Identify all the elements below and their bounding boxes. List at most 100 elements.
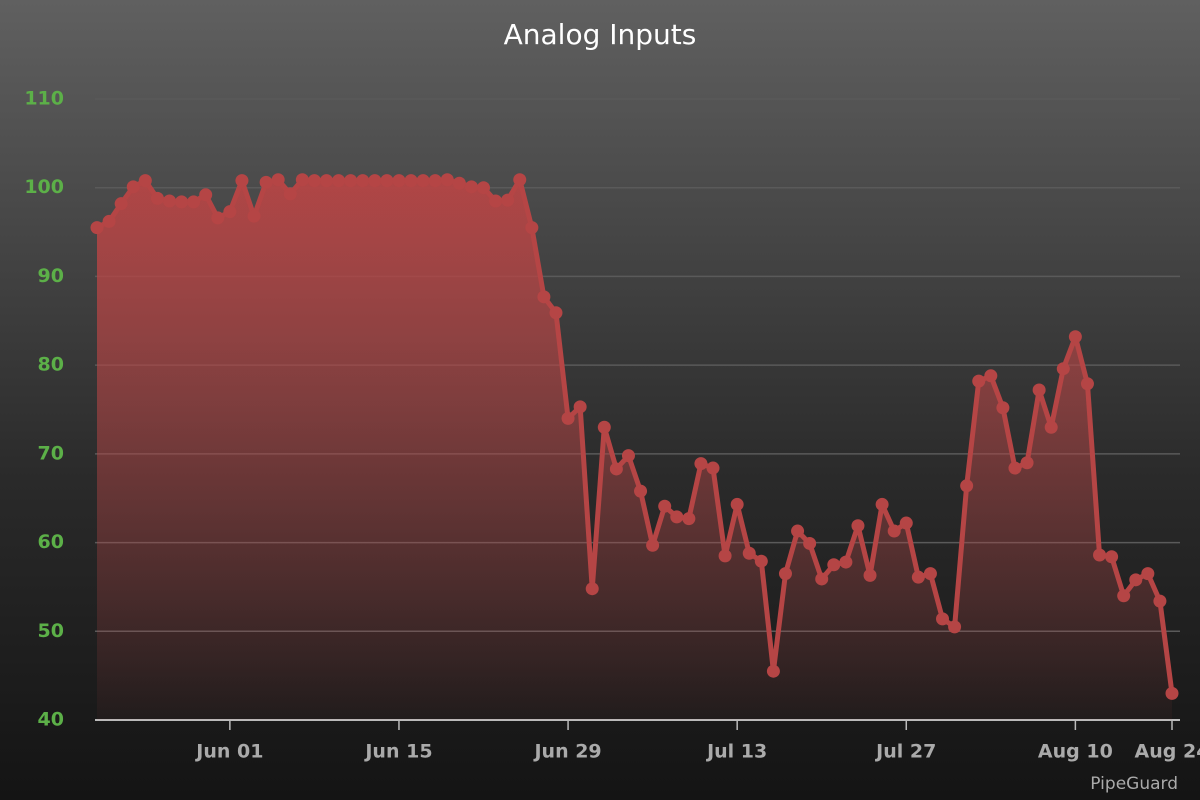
- chart-title: Analog Inputs: [504, 18, 697, 51]
- marker: [138, 174, 152, 188]
- x-tick-label: Jul 27: [874, 741, 936, 763]
- marker: [887, 524, 901, 538]
- marker: [380, 174, 394, 188]
- marker: [863, 568, 877, 582]
- x-tick-label: Jun 01: [194, 741, 263, 763]
- marker: [621, 449, 635, 463]
- marker: [960, 479, 974, 493]
- y-tick-label: 90: [38, 265, 64, 287]
- marker: [464, 180, 478, 194]
- x-tick-label: Jun 15: [363, 741, 432, 763]
- marker: [187, 195, 201, 209]
- marker: [175, 195, 189, 209]
- marker: [936, 612, 950, 626]
- marker: [162, 194, 176, 208]
- marker: [1105, 550, 1119, 564]
- marker: [948, 620, 962, 634]
- marker: [1032, 383, 1046, 397]
- marker: [452, 176, 466, 190]
- marker: [1080, 377, 1094, 391]
- marker: [815, 572, 829, 586]
- marker: [319, 174, 333, 188]
- y-tick-label: 100: [24, 176, 64, 198]
- marker: [477, 181, 491, 195]
- marker: [344, 174, 358, 188]
- marker: [1165, 686, 1179, 700]
- marker: [489, 194, 503, 208]
- x-tick-label: Aug 10: [1038, 741, 1113, 763]
- marker: [513, 173, 527, 187]
- marker: [1153, 594, 1167, 608]
- marker: [996, 401, 1010, 415]
- marker: [875, 497, 889, 511]
- x-tick-label: Jun 29: [532, 741, 601, 763]
- marker: [416, 174, 430, 188]
- marker: [718, 549, 732, 563]
- marker: [102, 214, 116, 228]
- marker: [827, 558, 841, 572]
- marker: [646, 538, 660, 552]
- marker: [706, 461, 720, 475]
- x-tick-label: Aug 24: [1135, 741, 1200, 763]
- marker: [1044, 420, 1058, 434]
- marker: [537, 290, 551, 304]
- marker: [368, 174, 382, 188]
- marker: [428, 174, 442, 188]
- marker: [609, 462, 623, 476]
- marker: [670, 510, 684, 524]
- marker: [150, 191, 164, 205]
- marker: [778, 567, 792, 581]
- marker: [114, 197, 128, 211]
- area: [97, 179, 1172, 721]
- marker: [307, 174, 321, 188]
- marker: [742, 546, 756, 560]
- marker: [392, 174, 406, 188]
- marker: [984, 369, 998, 383]
- marker: [1068, 330, 1082, 344]
- marker: [694, 457, 708, 471]
- y-tick-label: 70: [38, 442, 64, 464]
- y-tick-label: 80: [38, 354, 64, 376]
- marker: [223, 205, 237, 219]
- marker: [1056, 362, 1070, 376]
- y-tick-label: 50: [38, 620, 64, 642]
- marker: [851, 519, 865, 533]
- marker: [332, 174, 346, 188]
- marker: [440, 173, 454, 187]
- marker: [899, 516, 913, 530]
- marker: [549, 306, 563, 320]
- credits: PipeGuard: [1090, 774, 1178, 794]
- marker: [501, 193, 515, 207]
- marker: [803, 536, 817, 550]
- marker: [658, 499, 672, 513]
- marker: [126, 180, 140, 194]
- marker: [259, 175, 273, 189]
- marker: [356, 174, 370, 188]
- marker: [1129, 573, 1143, 587]
- marker: [211, 211, 225, 225]
- marker: [90, 221, 104, 235]
- marker: [1008, 461, 1022, 475]
- marker: [597, 420, 611, 434]
- marker: [972, 374, 986, 388]
- marker: [271, 173, 285, 187]
- marker: [247, 209, 261, 223]
- y-tick-label: 60: [38, 531, 64, 553]
- marker: [404, 174, 418, 188]
- marker: [766, 664, 780, 678]
- marker: [295, 173, 309, 187]
- marker: [561, 411, 575, 425]
- marker: [573, 400, 587, 414]
- x-tick-label: Jul 13: [705, 741, 767, 763]
- marker: [754, 554, 768, 568]
- marker: [730, 497, 744, 511]
- marker: [1117, 589, 1131, 603]
- marker: [235, 174, 249, 188]
- marker: [634, 484, 648, 498]
- marker: [923, 567, 937, 581]
- marker: [791, 524, 805, 538]
- marker: [283, 187, 297, 201]
- marker: [839, 555, 853, 569]
- marker: [1093, 548, 1107, 562]
